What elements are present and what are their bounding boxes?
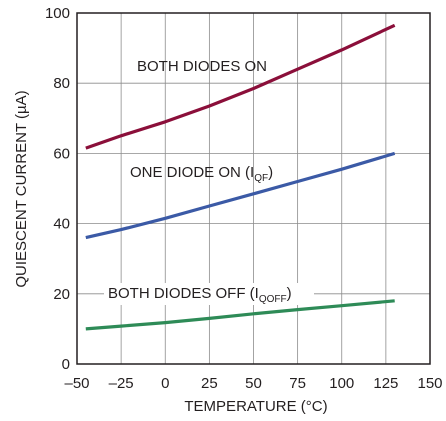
annotation-one-on-text: ONE DIODE ON (I <box>130 164 254 181</box>
chart-grid <box>77 13 430 364</box>
y-axis-label: QUIESCENT CURRENT (µA) <box>13 90 30 287</box>
series-line-3 <box>85 299 395 331</box>
y-tick-label: 20 <box>53 286 70 303</box>
series-group <box>85 23 396 331</box>
x-tick-label: 75 <box>289 375 306 392</box>
y-tick-labels: 0 20 40 60 80 100 <box>45 5 70 373</box>
plot-frame <box>76 12 431 365</box>
x-tick-labels: –50 –25 0 25 50 75 100 125 150 <box>64 375 442 392</box>
annotation-one-on-sub: QF <box>254 173 268 184</box>
annotation-both-off: BOTH DIODES OFF (IQOFF) <box>108 285 292 305</box>
x-tick-label: 100 <box>329 375 354 392</box>
x-tick-label: 125 <box>373 375 398 392</box>
y-tick-label: 100 <box>45 5 70 22</box>
annotation-both-on-text: BOTH DIODES ON <box>137 58 267 75</box>
annotation-both-on: BOTH DIODES ON <box>137 58 267 75</box>
y-tick-label: 60 <box>53 145 70 162</box>
x-tick-label: –25 <box>109 375 134 392</box>
series-line-1 <box>85 23 396 150</box>
y-tick-label: 80 <box>53 75 70 92</box>
x-axis-label: TEMPERATURE (°C) <box>184 398 327 415</box>
x-tick-label: 50 <box>245 375 262 392</box>
y-tick-label: 40 <box>53 216 70 233</box>
annotation-one-on-tail: ) <box>268 164 273 181</box>
annotation-both-off-tail: ) <box>287 285 292 302</box>
y-tick-label: 0 <box>62 356 70 373</box>
x-tick-label: 25 <box>201 375 218 392</box>
annotation-both-off-text: BOTH DIODES OFF (I <box>108 285 259 302</box>
series-annotations: BOTH DIODES ON ONE DIODE ON (IQF) BOTH D… <box>104 58 314 305</box>
annotation-both-off-bg <box>104 283 314 305</box>
series-line-2 <box>85 151 396 240</box>
x-tick-label: 0 <box>161 375 169 392</box>
x-tick-label: 150 <box>417 375 442 392</box>
annotation-both-off-sub: QOFF <box>259 294 287 305</box>
x-tick-label: –50 <box>64 375 89 392</box>
annotation-one-on: ONE DIODE ON (IQF) <box>130 164 273 184</box>
